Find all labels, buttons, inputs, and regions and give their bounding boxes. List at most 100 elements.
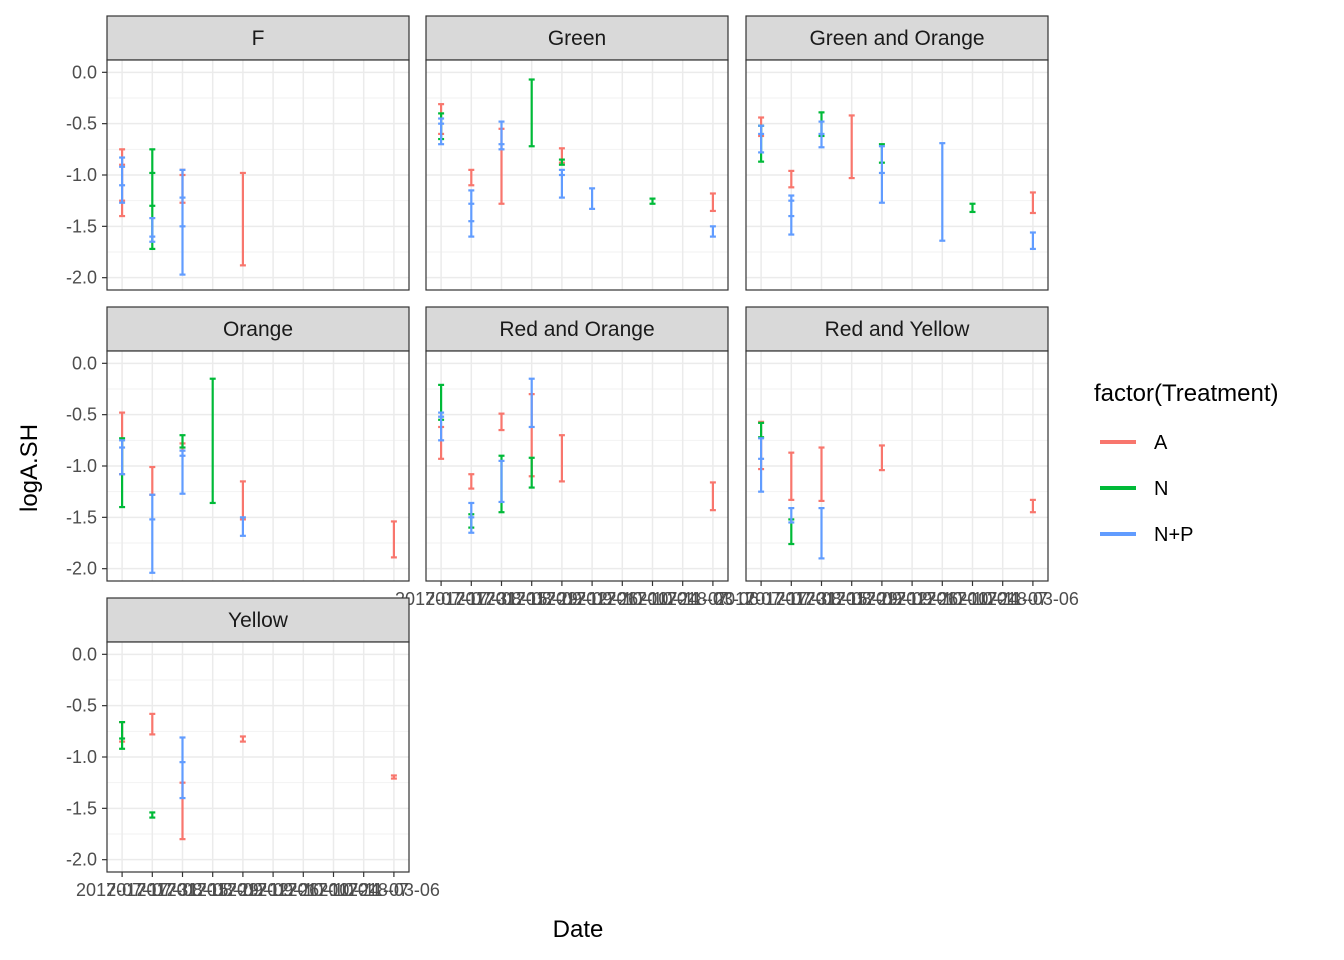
- x-tick-label: 2017-08-29: [167, 880, 259, 900]
- errorbar-a: [558, 434, 565, 483]
- errorbar-npp: [758, 437, 765, 493]
- facet-panels: F 0.0 -0.5 -1.0 -1.5 -2.0 Green Green and Orang…: [66, 15, 1079, 900]
- x-tick-label: 2017-09-12: [197, 880, 289, 900]
- strip-label-yellow: Yellow: [228, 609, 289, 632]
- strip-label-green: Green: [548, 27, 606, 50]
- strip-label-red-and-yellow: Red and Yellow: [825, 318, 971, 341]
- errorbar-npp: [1029, 231, 1036, 251]
- x-tick-label: 2017-07-31: [106, 880, 198, 900]
- errorbar-npp: [818, 120, 825, 149]
- x-tick-label: 2017-10-24: [287, 880, 379, 900]
- errorbar-a: [709, 192, 716, 213]
- x-tick-label: 2017-11-07: [637, 589, 728, 609]
- panel-border-green: [425, 59, 729, 291]
- errorbar-npp: [709, 225, 716, 238]
- y-tick-label: 0.0: [72, 644, 97, 664]
- legend-entry-n: N: [1100, 478, 1168, 500]
- x-tick-label: 2017-10-10: [896, 589, 988, 609]
- x-axis-title: Date: [553, 916, 604, 943]
- legend-entry-np: N+P: [1100, 524, 1193, 546]
- x-tick-label: 2017-10-24: [926, 589, 1018, 609]
- x-tick-label: 2018-03-06: [667, 589, 759, 609]
- errorbar-a: [468, 473, 475, 490]
- panel-border-green-and-orange: [745, 59, 1049, 291]
- errorbar-a: [1029, 498, 1036, 514]
- errorbar-npp: [788, 194, 795, 236]
- legend-label-n: N: [1154, 478, 1168, 500]
- legend-title: factor(Treatment): [1094, 380, 1279, 407]
- errorbar-n: [558, 158, 565, 166]
- panel-border-red-and-yellow: [745, 350, 1049, 582]
- y-axis-title: logA.SH: [16, 424, 43, 512]
- errorbar-a: [498, 412, 505, 432]
- x-tick-label: 2017-10-24: [606, 589, 698, 609]
- errorbar-a: [239, 171, 246, 267]
- panel-f: F 0.0 -0.5 -1.0 -1.5 -2.0: [66, 15, 410, 291]
- errorbar-npp: [149, 217, 156, 243]
- errorbar-npp: [788, 506, 795, 524]
- x-tick-label: 2017-07-17: [715, 589, 807, 609]
- errorbar-n: [528, 456, 535, 489]
- errorbar-n: [149, 811, 156, 819]
- x-tick-label: 2017-08-29: [486, 589, 578, 609]
- y-tick-label: -1.0: [66, 165, 97, 185]
- errorbar-a: [1029, 191, 1036, 215]
- errorbar-npp: [498, 120, 505, 151]
- legend: factor(Treatment) A N N+P: [1094, 380, 1279, 546]
- errorbar-npp: [438, 117, 445, 146]
- errorbar-npp: [438, 411, 445, 442]
- errorbar-a: [149, 712, 156, 736]
- y-tick-label: -1.5: [66, 216, 97, 236]
- y-tick-label: -0.5: [66, 696, 97, 716]
- y-tick-label: -2.0: [66, 559, 97, 579]
- errorbar-a: [468, 168, 475, 187]
- errorbar-npp: [758, 124, 765, 154]
- strip-green-and-orange: [745, 15, 1049, 61]
- y-tick-label: 0.0: [72, 62, 97, 82]
- x-tick-label: 2017-07-31: [745, 589, 837, 609]
- panel-green: Green: [425, 15, 729, 291]
- panel-yellow: Yellow0.0-0.5-1.0-1.5-2.02017-07-172017-…: [66, 597, 440, 900]
- x-tick-label: 2018-03-06: [987, 589, 1079, 609]
- x-tick-label: 2017-09-26: [866, 589, 958, 609]
- x-tick-label: 2017-08-15: [455, 589, 547, 609]
- strip-red-and-yellow: [745, 306, 1049, 352]
- errorbar-npp: [179, 449, 186, 495]
- x-tick-label: 2017-09-26: [227, 880, 319, 900]
- errorbar-npp: [498, 459, 505, 504]
- y-tick-label: -1.0: [66, 456, 97, 476]
- strip-label-green-and-orange: Green and Orange: [809, 27, 984, 50]
- x-tick-label: 2017-07-17: [76, 880, 168, 900]
- errorbar-a: [390, 520, 397, 559]
- legend-label-np: N+P: [1154, 524, 1193, 546]
- errorbar-npp: [119, 156, 126, 204]
- y-tick-label: -2.0: [66, 268, 97, 288]
- y-tick-label: -1.5: [66, 507, 97, 527]
- errorbar-npp: [589, 187, 596, 210]
- errorbar-n: [119, 720, 126, 750]
- x-tick-label: 2017-08-29: [806, 589, 898, 609]
- x-tick-label: 2017-08-15: [136, 880, 228, 900]
- errorbar-npp: [468, 501, 475, 534]
- strip-f: [106, 15, 410, 61]
- x-tick-label: 2017-07-31: [425, 589, 517, 609]
- x-tick-label: 2017-10-10: [257, 880, 349, 900]
- strip-label-orange: Orange: [223, 318, 293, 341]
- errorbar-a: [390, 774, 397, 780]
- strip-red-and-orange: [425, 306, 729, 352]
- errorbar-n: [649, 197, 656, 205]
- errorbar-a: [239, 735, 246, 743]
- errorbar-n: [969, 202, 976, 214]
- y-tick-label: -0.5: [66, 114, 97, 134]
- strip-green: [425, 15, 729, 61]
- x-tick-label: 2017-07-17: [395, 589, 487, 609]
- panel-green-and-orange: Green and Orange: [745, 15, 1049, 291]
- errorbar-npp: [119, 439, 126, 476]
- strip-label-red-and-orange: Red and Orange: [499, 318, 654, 341]
- x-tick-label: 2017-10-10: [576, 589, 668, 609]
- errorbar-npp: [239, 516, 246, 537]
- errorbar-a: [788, 169, 795, 189]
- panel-orange: Orange 0.0 -0.5 -1.0 -1.5 -2.0: [66, 306, 410, 582]
- x-tick-label: 2017-11-07: [318, 880, 409, 900]
